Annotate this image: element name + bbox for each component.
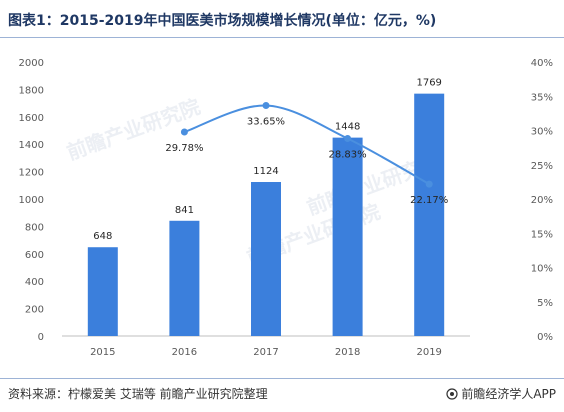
footer-divider (0, 378, 564, 379)
y-right-tick-label: 35% (531, 92, 553, 103)
bar-value-label: 1124 (253, 166, 278, 177)
brand-logo: 前瞻经济学人APP (446, 385, 556, 402)
y-left-tick-label: 1600 (19, 113, 44, 124)
bar (169, 220, 200, 336)
y-right-tick-label: 40% (531, 58, 553, 69)
line-value-label: 22.17% (410, 195, 448, 206)
brand-icon (446, 387, 458, 400)
chart-title: 图表1：2015-2019年中国医美市场规模增长情况(单位：亿元，%) (8, 13, 437, 29)
bar (87, 247, 118, 336)
y-right-tick-label: 15% (531, 229, 553, 240)
y-right-tick-label: 30% (531, 127, 553, 138)
bar-value-label: 1769 (416, 78, 441, 89)
y-left-tick-label: 200 (25, 305, 44, 316)
line-value-label: 29.78% (165, 143, 203, 154)
y-right-tick-label: 10% (531, 264, 553, 275)
line-value-label: 28.83% (329, 150, 367, 161)
right-axis: 0% 5% 10% 15% 20% 25% 30% 35% 40% (531, 58, 553, 343)
growth-line (184, 104, 430, 186)
line-point (180, 128, 188, 136)
y-right-tick-label: 5% (537, 298, 553, 309)
line-point (344, 135, 352, 143)
x-axis: 2015 2016 2017 2018 2019 (62, 335, 470, 358)
line-point (425, 180, 433, 188)
y-left-tick-label: 2000 (19, 58, 44, 69)
x-tick-label: 2019 (416, 347, 441, 358)
bar-series (87, 93, 445, 336)
x-tick-label: 2015 (90, 347, 115, 358)
y-left-tick-label: 800 (25, 222, 44, 233)
x-tick-label: 2017 (253, 347, 278, 358)
source-note: 资料来源：柠檬爱美 艾瑞等 前瞻产业研究院整理 (8, 387, 268, 401)
line-series (180, 101, 433, 188)
y-left-tick-label: 400 (25, 277, 44, 288)
y-left-tick-label: 1200 (19, 168, 44, 179)
y-right-tick-label: 25% (531, 161, 553, 172)
bar (332, 137, 363, 336)
y-right-tick-label: 20% (531, 195, 553, 206)
bar (414, 93, 445, 336)
bar-value-label: 841 (175, 205, 194, 216)
x-tick-label: 2016 (172, 347, 197, 358)
y-right-tick-label: 0% (537, 332, 553, 343)
y-left-tick-label: 0 (38, 332, 44, 343)
y-left-tick-label: 1400 (19, 140, 44, 151)
x-tick-label: 2018 (335, 347, 360, 358)
y-left-tick-label: 600 (25, 250, 44, 261)
y-left-tick-label: 1800 (19, 85, 44, 96)
y-left-tick-label: 1000 (19, 195, 44, 206)
bar-value-label: 1448 (335, 122, 360, 133)
data-labels: 648 841 1124 1448 1769 29.78% 33.65% 28.83% 22.1… (93, 78, 448, 243)
bar-value-label: 648 (93, 231, 112, 242)
bar (251, 182, 281, 336)
line-value-label: 33.65% (247, 116, 285, 127)
title-divider (0, 37, 564, 38)
left-axis: 0 200 400 600 800 1000 1200 1400 1600 1800 2000 (19, 58, 44, 343)
line-point (262, 101, 270, 109)
brand-label: 前瞻经济学人APP (461, 387, 556, 401)
